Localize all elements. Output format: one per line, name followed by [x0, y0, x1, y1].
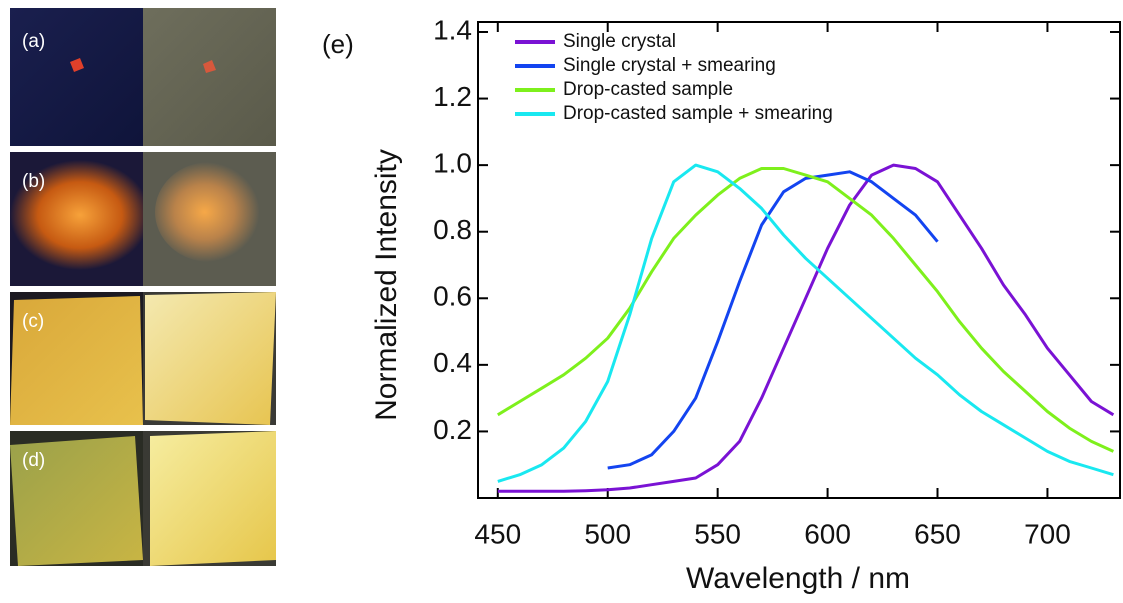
film — [10, 436, 143, 566]
x-tick-label: 650 — [914, 518, 961, 549]
legend-label: Single crystal — [563, 31, 676, 52]
x-tick-label: 600 — [804, 518, 851, 549]
crystal — [203, 60, 216, 73]
panel-label: (a) — [22, 31, 45, 52]
legend-label: Single crystal + smearing — [563, 55, 776, 76]
photo — [10, 8, 143, 146]
powder — [155, 162, 265, 262]
y-tick-label: 0.6 — [433, 281, 472, 312]
y-tick-label: 1.4 — [433, 14, 472, 45]
series-line — [607, 170, 939, 470]
x-tick-label: 700 — [1024, 518, 1071, 549]
y-tick-label: 0.2 — [433, 414, 472, 445]
legend-label: Drop-casted sample + smearing — [563, 103, 833, 124]
panel-label: (e) — [322, 29, 354, 59]
legend-label: Drop-casted sample — [563, 79, 733, 100]
y-tick-label: 1.0 — [433, 148, 472, 179]
panel-label: (b) — [22, 171, 45, 192]
y-tick-label: 1.2 — [433, 81, 472, 112]
y-tick-label: 0.8 — [433, 214, 472, 245]
panel-label: (c) — [22, 311, 44, 332]
film — [10, 296, 143, 425]
plot-frame — [477, 21, 1121, 499]
photo — [143, 8, 276, 146]
series-line — [497, 163, 1115, 493]
x-tick-label: 450 — [474, 518, 521, 549]
film — [145, 292, 276, 425]
y-tick-label: 0.4 — [433, 347, 472, 378]
photo-panels — [10, 8, 276, 566]
x-axis-label: Wavelength / nm — [686, 562, 910, 595]
y-axis-label: Normalized Intensity — [370, 149, 403, 421]
x-tick-label: 500 — [584, 518, 631, 549]
series-line — [497, 163, 1114, 483]
x-tick-label: 550 — [694, 518, 741, 549]
film — [150, 431, 276, 566]
series-line — [497, 167, 1115, 453]
crystal — [70, 58, 84, 72]
panel-label: (d) — [22, 450, 45, 471]
powder — [10, 160, 150, 270]
